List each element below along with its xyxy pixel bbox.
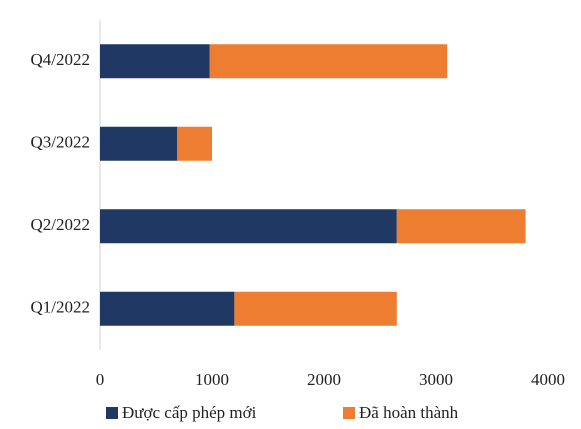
x-tick-label: 3000 bbox=[419, 370, 453, 389]
bar-segment bbox=[396, 209, 526, 244]
y-tick-label: Q4/2022 bbox=[31, 50, 91, 69]
y-tick-label: Q3/2022 bbox=[31, 133, 91, 152]
bar-segment bbox=[100, 126, 178, 161]
bar-segment bbox=[100, 291, 235, 326]
y-tick-label: Q1/2022 bbox=[31, 298, 91, 317]
x-tick-label: 4000 bbox=[531, 370, 565, 389]
x-tick-label: 1000 bbox=[195, 370, 229, 389]
legend-label: Đã hoàn thành bbox=[359, 403, 459, 422]
bar-segment bbox=[100, 44, 210, 79]
legend-swatch bbox=[343, 407, 355, 419]
x-tick-label: 0 bbox=[96, 370, 105, 389]
legend-swatch bbox=[106, 407, 118, 419]
bar-segment bbox=[100, 209, 397, 244]
legend-label: Được cấp phép mới bbox=[122, 403, 257, 422]
bar-segment bbox=[177, 126, 212, 161]
bar-segment bbox=[209, 44, 448, 79]
y-tick-label: Q2/2022 bbox=[31, 215, 91, 234]
x-tick-label: 2000 bbox=[307, 370, 341, 389]
bar-segment bbox=[234, 291, 397, 326]
